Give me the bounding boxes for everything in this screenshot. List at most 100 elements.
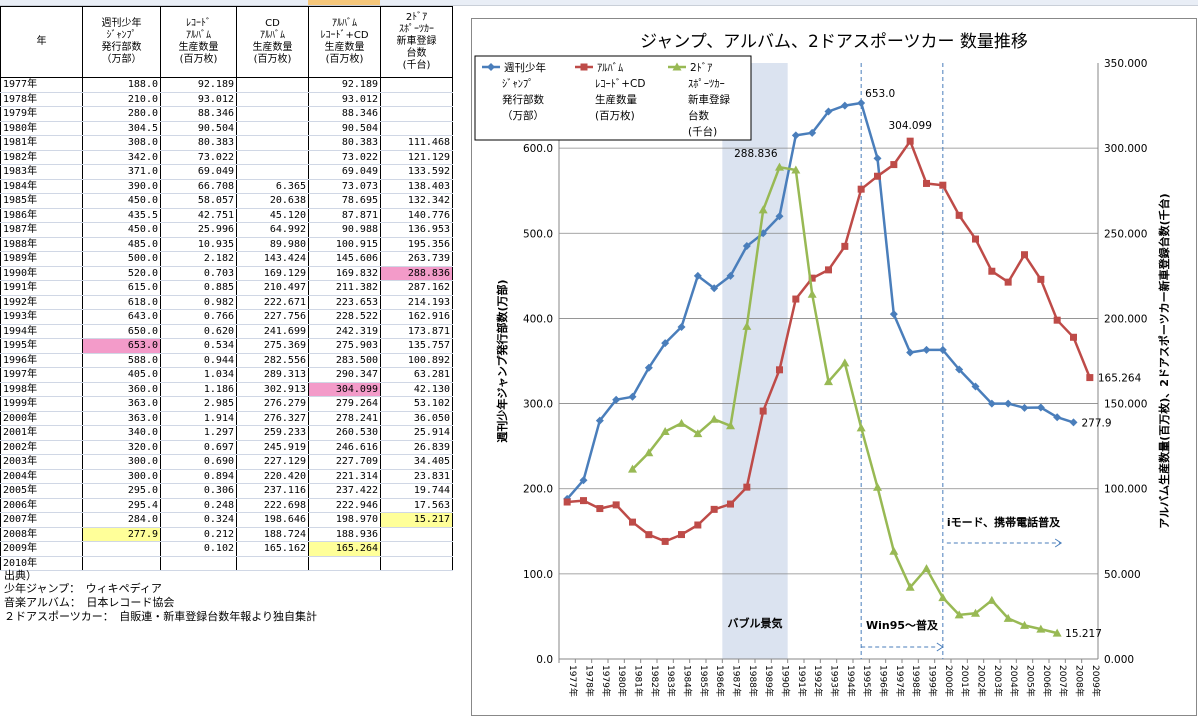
value-cell[interactable]: 242.319 [308,323,381,339]
value-cell[interactable] [380,120,453,136]
value-cell[interactable]: 0.248 [160,497,237,513]
value-cell[interactable]: 198.970 [308,512,381,528]
value-cell[interactable]: 288.836 [380,265,453,281]
year-cell[interactable]: 1979年 [0,106,83,122]
value-cell[interactable]: 221.314 [308,468,381,484]
value-cell[interactable]: 300.0 [82,454,161,470]
value-cell[interactable]: 173.871 [380,323,453,339]
value-cell[interactable]: 283.500 [308,352,381,368]
year-cell[interactable]: 1996年 [0,352,83,368]
value-cell[interactable]: 228.522 [308,309,381,325]
year-cell[interactable]: 2010年 [0,555,83,571]
value-cell[interactable]: 214.193 [380,294,453,310]
year-cell[interactable]: 2008年 [0,526,83,542]
value-cell[interactable]: 227.756 [236,309,309,325]
value-cell[interactable]: 93.012 [308,91,381,107]
value-cell[interactable]: 340.0 [82,425,161,441]
value-cell[interactable]: 111.468 [380,135,453,151]
value-cell[interactable]: 450.0 [82,193,161,209]
value-cell[interactable]: 53.102 [380,396,453,412]
value-cell[interactable]: 15.217 [380,512,453,528]
column-header[interactable]: 年 [0,6,83,78]
value-cell[interactable]: 246.616 [308,439,381,455]
year-cell[interactable]: 2009年 [0,541,83,557]
value-cell[interactable]: 289.313 [236,367,309,383]
value-cell[interactable]: 0.944 [160,352,237,368]
value-cell[interactable]: 450.0 [82,222,161,238]
value-cell[interactable]: 162.916 [380,309,453,325]
value-cell[interactable]: 42.751 [160,207,237,223]
year-cell[interactable]: 2003年 [0,454,83,470]
value-cell[interactable]: 390.0 [82,178,161,194]
value-cell[interactable]: 10.935 [160,236,237,252]
value-cell[interactable]: 133.592 [380,164,453,180]
value-cell[interactable]: 90.504 [308,120,381,136]
year-cell[interactable]: 1988年 [0,236,83,252]
value-cell[interactable]: 304.5 [82,120,161,136]
value-cell[interactable]: 650.0 [82,323,161,339]
value-cell[interactable]: 342.0 [82,149,161,165]
value-cell[interactable]: 92.189 [160,77,237,93]
value-cell[interactable]: 73.022 [160,149,237,165]
year-cell[interactable]: 1986年 [0,207,83,223]
value-cell[interactable]: 0.212 [160,526,237,542]
value-cell[interactable]: 132.342 [380,193,453,209]
value-cell[interactable]: 363.0 [82,396,161,412]
value-cell[interactable]: 277.9 [82,526,161,542]
value-cell[interactable]: 188.936 [308,526,381,542]
value-cell[interactable]: 237.116 [236,483,309,499]
value-cell[interactable]: 121.129 [380,149,453,165]
year-cell[interactable]: 1993年 [0,309,83,325]
value-cell[interactable]: 282.556 [236,352,309,368]
value-cell[interactable]: 2.182 [160,251,237,267]
value-cell[interactable]: 295.0 [82,483,161,499]
year-cell[interactable]: 1983年 [0,164,83,180]
value-cell[interactable]: 198.646 [236,512,309,528]
year-cell[interactable]: 1994年 [0,323,83,339]
value-cell[interactable]: 17.563 [380,497,453,513]
value-cell[interactable]: 23.831 [380,468,453,484]
column-header[interactable]: 週刊少年 ｼﾞｬﾝﾌﾟ 発行部数 （万部） [82,6,161,78]
value-cell[interactable]: 222.946 [308,497,381,513]
value-cell[interactable]: 210.497 [236,280,309,296]
value-cell[interactable]: 73.073 [308,178,381,194]
value-cell[interactable]: 275.369 [236,338,309,354]
value-cell[interactable] [380,555,453,571]
value-cell[interactable]: 237.422 [308,483,381,499]
value-cell[interactable]: 165.264 [308,541,381,557]
year-cell[interactable]: 1978年 [0,91,83,107]
value-cell[interactable]: 618.0 [82,294,161,310]
value-cell[interactable]: 26.839 [380,439,453,455]
value-cell[interactable]: 276.327 [236,410,309,426]
value-cell[interactable]: 290.347 [308,367,381,383]
year-cell[interactable]: 2000年 [0,410,83,426]
year-cell[interactable]: 1992年 [0,294,83,310]
value-cell[interactable]: 165.162 [236,541,309,557]
value-cell[interactable] [236,120,309,136]
column-header[interactable]: CD ｱﾙﾊﾞﾑ 生産数量 (百万枚) [236,6,309,78]
year-cell[interactable]: 1991年 [0,280,83,296]
value-cell[interactable]: 140.776 [380,207,453,223]
value-cell[interactable]: 643.0 [82,309,161,325]
value-cell[interactable] [236,164,309,180]
value-cell[interactable]: 279.264 [308,396,381,412]
value-cell[interactable]: 304.099 [308,381,381,397]
value-cell[interactable] [236,91,309,107]
value-cell[interactable]: 263.739 [380,251,453,267]
value-cell[interactable]: 25.996 [160,222,237,238]
value-cell[interactable] [236,555,309,571]
value-cell[interactable]: 520.0 [82,265,161,281]
value-cell[interactable] [82,541,161,557]
year-cell[interactable]: 1998年 [0,381,83,397]
value-cell[interactable]: 6.365 [236,178,309,194]
value-cell[interactable]: 100.915 [308,236,381,252]
value-cell[interactable]: 211.382 [308,280,381,296]
value-cell[interactable]: 223.653 [308,294,381,310]
column-header[interactable]: ﾚｺｰﾄﾞ ｱﾙﾊﾞﾑ 生産数量 (百万枚) [160,6,237,78]
value-cell[interactable]: 25.914 [380,425,453,441]
value-cell[interactable]: 64.992 [236,222,309,238]
value-cell[interactable] [380,541,453,557]
year-cell[interactable]: 1980年 [0,120,83,136]
value-cell[interactable]: 0.324 [160,512,237,528]
value-cell[interactable]: 0.534 [160,338,237,354]
